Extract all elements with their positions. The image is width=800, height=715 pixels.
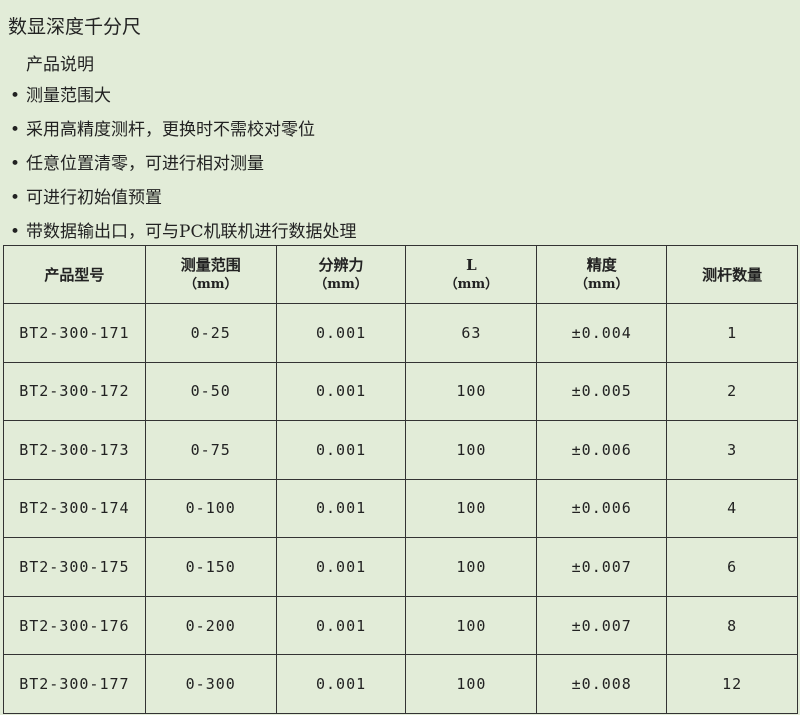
feature-list: 测量范围大 采用高精度测杆，更换时不需校对零位 任意位置清零，可进行相对测量 可…: [10, 83, 356, 253]
table-cell: 100: [405, 420, 538, 480]
column-header-label: 测量范围: [180, 255, 241, 274]
feature-item: 采用高精度测杆，更换时不需校对零位: [10, 117, 356, 151]
table-row: BT2-300-176 0-200 0.001 100 ±0.007 8: [3, 595, 798, 656]
table-cell: BT2-300-171: [3, 303, 146, 363]
table-cell: 0-200: [144, 595, 277, 656]
feature-item: 任意位置清零，可进行相对测量: [10, 151, 356, 185]
table-row: BT2-300-175 0-150 0.001 100 ±0.007 6: [3, 537, 798, 597]
table-cell: 3: [666, 420, 798, 480]
table-cell: 0.001: [275, 478, 407, 539]
column-header-unit: （mm）: [444, 276, 499, 292]
table-cell: 100: [405, 595, 538, 656]
table-cell: BT2-300-172: [3, 361, 146, 422]
spec-table: 产品型号 测量范围 （mm） 分辨力 （mm） L （mm） 精度 （mm） 测杆数量 BT2-3…: [3, 245, 798, 714]
table-cell: 0-75: [144, 420, 277, 480]
table-cell: BT2-300-174: [3, 478, 146, 539]
table-cell: ±0.004: [536, 303, 668, 363]
table-cell: 0-25: [144, 303, 277, 363]
column-header: 测量范围 （mm）: [144, 245, 277, 304]
column-header-label: 分辨力: [318, 255, 364, 274]
feature-item: 带数据输出口，可与PC机联机进行数据处理: [10, 219, 356, 253]
feature-item: 可进行初始值预置: [10, 185, 356, 219]
table-cell: BT2-300-176: [3, 595, 146, 656]
table-cell: 0-150: [144, 537, 277, 597]
table-cell: ±0.005: [536, 361, 668, 422]
section-subtitle: 产品说明: [26, 55, 94, 75]
table-cell: 12: [666, 654, 798, 714]
table-cell: BT2-300-173: [3, 420, 146, 480]
table-cell: 6: [666, 537, 798, 597]
column-header-unit: （mm）: [575, 276, 629, 292]
table-cell: 0-300: [144, 654, 277, 714]
column-header: 产品型号: [3, 245, 146, 304]
table-cell: 63: [405, 303, 538, 363]
column-header-label: 产品型号: [44, 265, 105, 284]
column-header: 精度 （mm）: [536, 245, 668, 304]
table-cell: ±0.006: [536, 420, 668, 480]
column-header-label: 精度: [586, 255, 617, 274]
table-cell: BT2-300-175: [3, 537, 146, 597]
table-cell: ±0.006: [536, 478, 668, 539]
table-cell: 0.001: [275, 420, 407, 480]
column-header: 分辨力 （mm）: [275, 245, 407, 304]
table-cell: 100: [405, 537, 538, 597]
column-header: 测杆数量: [666, 245, 798, 304]
table-cell: ±0.008: [536, 654, 668, 714]
table-cell: 0-50: [144, 361, 277, 422]
table-cell: 4: [666, 478, 798, 539]
table-cell: 100: [405, 478, 538, 539]
table-row: BT2-300-171 0-25 0.001 63 ±0.004 1: [3, 303, 798, 363]
table-cell: 1: [666, 303, 798, 363]
table-row: BT2-300-172 0-50 0.001 100 ±0.005 2: [3, 361, 798, 422]
column-header-unit: （mm）: [314, 276, 368, 292]
table-cell: 8: [666, 595, 798, 656]
feature-item: 测量范围大: [10, 83, 356, 117]
table-cell: 0.001: [275, 361, 407, 422]
table-row: BT2-300-174 0-100 0.001 100 ±0.006 4: [3, 478, 798, 539]
table-cell: 100: [405, 654, 538, 714]
table-row: BT2-300-177 0-300 0.001 100 ±0.008 12: [3, 654, 798, 714]
table-cell: 2: [666, 361, 798, 422]
table-cell: ±0.007: [536, 595, 668, 656]
table-row: BT2-300-173 0-75 0.001 100 ±0.006 3: [3, 420, 798, 480]
table-cell: 0.001: [275, 595, 407, 656]
table-header-row: 产品型号 测量范围 （mm） 分辨力 （mm） L （mm） 精度 （mm） 测杆数量: [3, 245, 798, 304]
table-cell: 100: [405, 361, 538, 422]
table-cell: 0.001: [275, 654, 407, 714]
table-cell: 0.001: [275, 537, 407, 597]
column-header-unit: （mm）: [183, 276, 238, 292]
table-cell: 0.001: [275, 303, 407, 363]
column-header: L （mm）: [405, 245, 538, 304]
page-title: 数显深度千分尺: [8, 16, 142, 38]
column-header-label: L: [466, 255, 477, 274]
table-cell: ±0.007: [536, 537, 668, 597]
table-cell: 0-100: [144, 478, 277, 539]
column-header-label: 测杆数量: [702, 265, 763, 284]
table-cell: BT2-300-177: [3, 654, 146, 714]
